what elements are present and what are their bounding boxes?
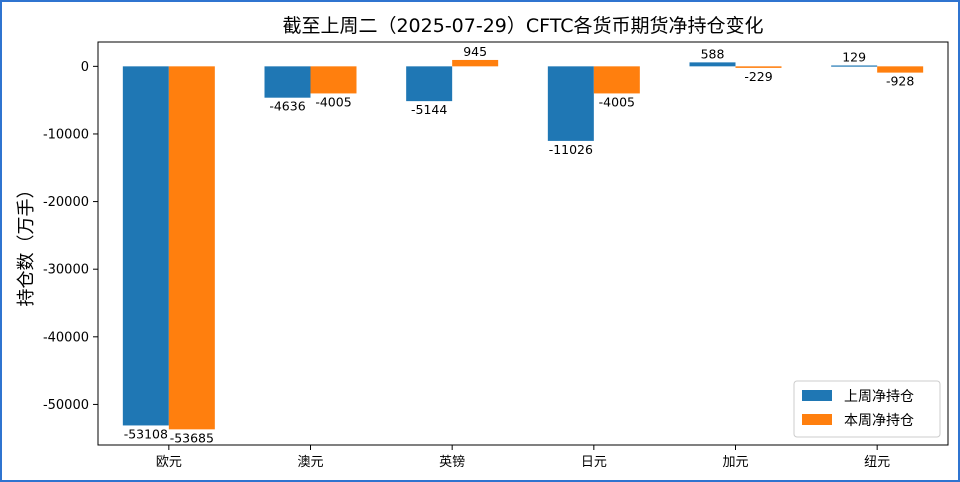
- bar-last-week: [547, 66, 594, 141]
- data-label: -53108: [124, 426, 168, 441]
- bar-this-week: [877, 66, 924, 73]
- x-tick-label: 加元: [722, 455, 748, 470]
- legend-swatch: [802, 390, 832, 401]
- y-axis-label: 持仓数（万手）: [16, 181, 37, 307]
- x-tick-label: 欧元: [156, 455, 182, 470]
- data-label: -11026: [549, 142, 593, 157]
- data-label: 588: [701, 46, 725, 61]
- y-tick-label: 0: [81, 60, 89, 75]
- bar-last-week: [264, 66, 311, 98]
- plot-area-border: [97, 41, 949, 446]
- y-tick-label: -50000: [43, 398, 89, 413]
- legend-entry: 本周净持仓: [844, 413, 914, 429]
- x-tick-label: 纽元: [864, 455, 890, 470]
- data-label: -4005: [599, 94, 635, 109]
- y-tick-label: -40000: [43, 330, 89, 345]
- legend-swatch: [802, 414, 832, 425]
- bar-this-week: [735, 66, 782, 68]
- data-label: -4636: [269, 99, 305, 114]
- data-label: 945: [463, 44, 487, 59]
- chart-title: 截至上周二（2025-07-29）CFTC各货币期货净持仓变化: [282, 15, 763, 37]
- data-label: -53685: [170, 430, 214, 445]
- data-label: -4005: [315, 94, 351, 109]
- bar-this-week: [310, 66, 357, 94]
- data-label: 129: [842, 49, 866, 64]
- bar-this-week: [452, 59, 499, 67]
- data-label: -229: [744, 69, 772, 84]
- bar-last-week: [831, 65, 878, 67]
- bar-last-week: [406, 66, 453, 102]
- y-tick-label: -20000: [43, 195, 89, 210]
- y-tick-label: -30000: [43, 263, 89, 278]
- x-tick-label: 澳元: [297, 454, 323, 470]
- bar-this-week: [168, 66, 215, 430]
- data-label: -5144: [411, 102, 447, 117]
- data-label: -928: [886, 74, 914, 89]
- y-tick-label: -10000: [43, 127, 89, 142]
- bar-last-week: [689, 62, 736, 67]
- x-tick-label: 英镑: [439, 454, 465, 470]
- bar-last-week: [122, 66, 169, 426]
- legend-entry: 上周净持仓: [844, 389, 914, 405]
- bar-this-week: [593, 66, 640, 94]
- x-tick-label: 日元: [581, 455, 607, 470]
